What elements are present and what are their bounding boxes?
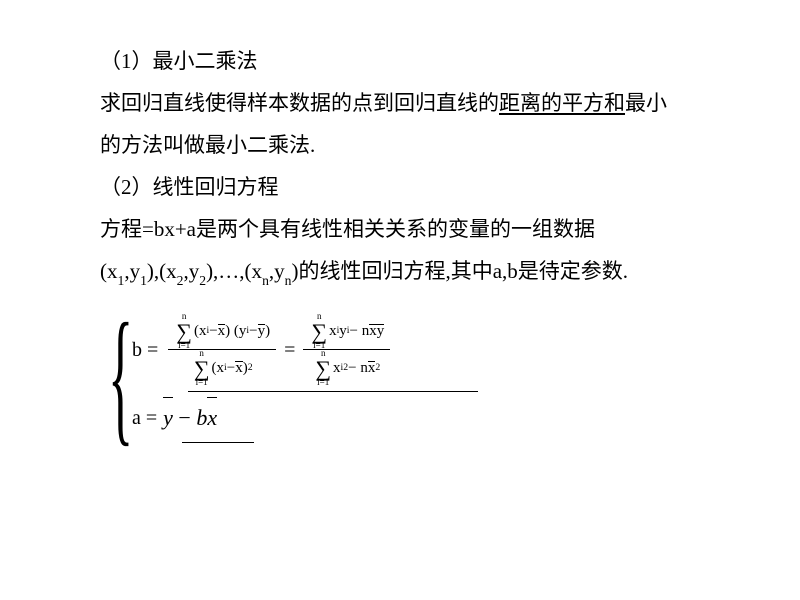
term: ): [265, 323, 270, 340]
b: b: [196, 405, 207, 430]
sigma-symbol: ∑: [194, 358, 210, 378]
subscript: n: [262, 273, 269, 288]
term: (x: [212, 360, 225, 377]
subscript: 1: [140, 273, 147, 288]
underline-rule: [188, 391, 478, 392]
text: (x: [100, 259, 118, 283]
sup-2: 2: [375, 363, 380, 374]
sigma-icon: n ∑ i=1: [176, 312, 192, 350]
paragraph-line-2: 求回归直线使得样本数据的点到回归直线的距离的平方和最小: [100, 82, 730, 124]
text: 求回归直线使得样本数据的点到回归直线的: [100, 91, 499, 115]
lower-limit: i=1: [196, 378, 208, 387]
underline-rule: [182, 442, 254, 443]
x-bar: x: [368, 360, 376, 377]
equation-b: b = n ∑ i=1 (xi − x) (yi − y) n ∑ i=1: [126, 305, 730, 395]
sigma-icon: n ∑ i=1: [311, 312, 327, 350]
numerator: n ∑ i=1 (xi − x) (yi − y): [168, 314, 276, 348]
denominator: n ∑ i=1 xi2 − nx2: [307, 351, 386, 385]
heading-1: （1）最小二乘法: [100, 40, 730, 82]
subscript: n: [285, 273, 292, 288]
sigma-symbol: ∑: [176, 321, 192, 341]
text: ,y: [269, 259, 285, 283]
equals: =: [280, 330, 299, 370]
term: y: [339, 323, 347, 340]
text: ,y: [183, 259, 199, 283]
sigma-icon: n ∑ i=1: [194, 349, 210, 387]
term: ) (y: [225, 323, 246, 340]
text: ,y: [124, 259, 140, 283]
x-bar: x: [235, 360, 243, 377]
heading-2: （2）线性回归方程: [100, 166, 730, 208]
fraction-1: n ∑ i=1 (xi − x) (yi − y) n ∑ i=1 (xi − …: [168, 314, 276, 385]
term: (x: [194, 323, 207, 340]
denominator: n ∑ i=1 (xi − x)2: [186, 351, 259, 385]
left-brace-icon: {: [108, 301, 133, 451]
minus: −: [173, 405, 196, 430]
y-bar: y: [163, 396, 173, 440]
term: −: [249, 323, 257, 340]
sigma-icon: n ∑ i=1: [315, 349, 331, 387]
x-bar: x: [207, 396, 217, 440]
numerator: n ∑ i=1 xiyi − nxy: [303, 314, 390, 348]
paragraph-line-6: (x1,y1),(x2,y2),…,(xn,yn)的线性回归方程,其中a,b是待…: [100, 250, 730, 293]
fraction-2: n ∑ i=1 xiyi − nxy n ∑ i=1 xi2 − nx2: [303, 314, 390, 385]
term: −: [209, 323, 217, 340]
sup-2: 2: [248, 363, 253, 374]
x-bar: x: [218, 323, 226, 340]
text: 最小: [625, 91, 667, 115]
formula-system: { b = n ∑ i=1 (xi − x) (yi − y) n ∑: [108, 305, 730, 443]
paragraph-line-5: 方程=bx+a是两个具有线性相关关系的变量的一组数据: [100, 208, 730, 250]
term: x: [329, 323, 337, 340]
y-bar: y: [377, 323, 385, 340]
term: x: [333, 360, 341, 377]
document-page: （1）最小二乘法 求回归直线使得样本数据的点到回归直线的距离的平方和最小 的方法…: [0, 0, 800, 443]
y-bar: y: [258, 323, 266, 340]
equation-a: a = y − bx: [126, 398, 730, 438]
fraction-bar: [168, 349, 276, 350]
term: − n: [350, 323, 370, 340]
lower-limit: i=1: [317, 378, 329, 387]
term: −: [227, 360, 235, 377]
subscript: 1: [118, 273, 125, 288]
subscript: 2: [199, 273, 206, 288]
x-bar: x: [369, 323, 377, 340]
text: )的线性回归方程,其中a,b是待定参数.: [291, 259, 628, 283]
sigma-symbol: ∑: [311, 321, 327, 341]
term: − n: [348, 360, 368, 377]
underlined-text: 距离的平方和: [499, 91, 625, 115]
a-expression: y − bx: [163, 396, 217, 440]
sigma-symbol: ∑: [315, 358, 331, 378]
paragraph-line-3: 的方法叫做最小二乘法.: [100, 124, 730, 166]
text: ),…,(x: [206, 259, 262, 283]
text: ),(x: [147, 259, 177, 283]
subscript: 2: [177, 273, 184, 288]
